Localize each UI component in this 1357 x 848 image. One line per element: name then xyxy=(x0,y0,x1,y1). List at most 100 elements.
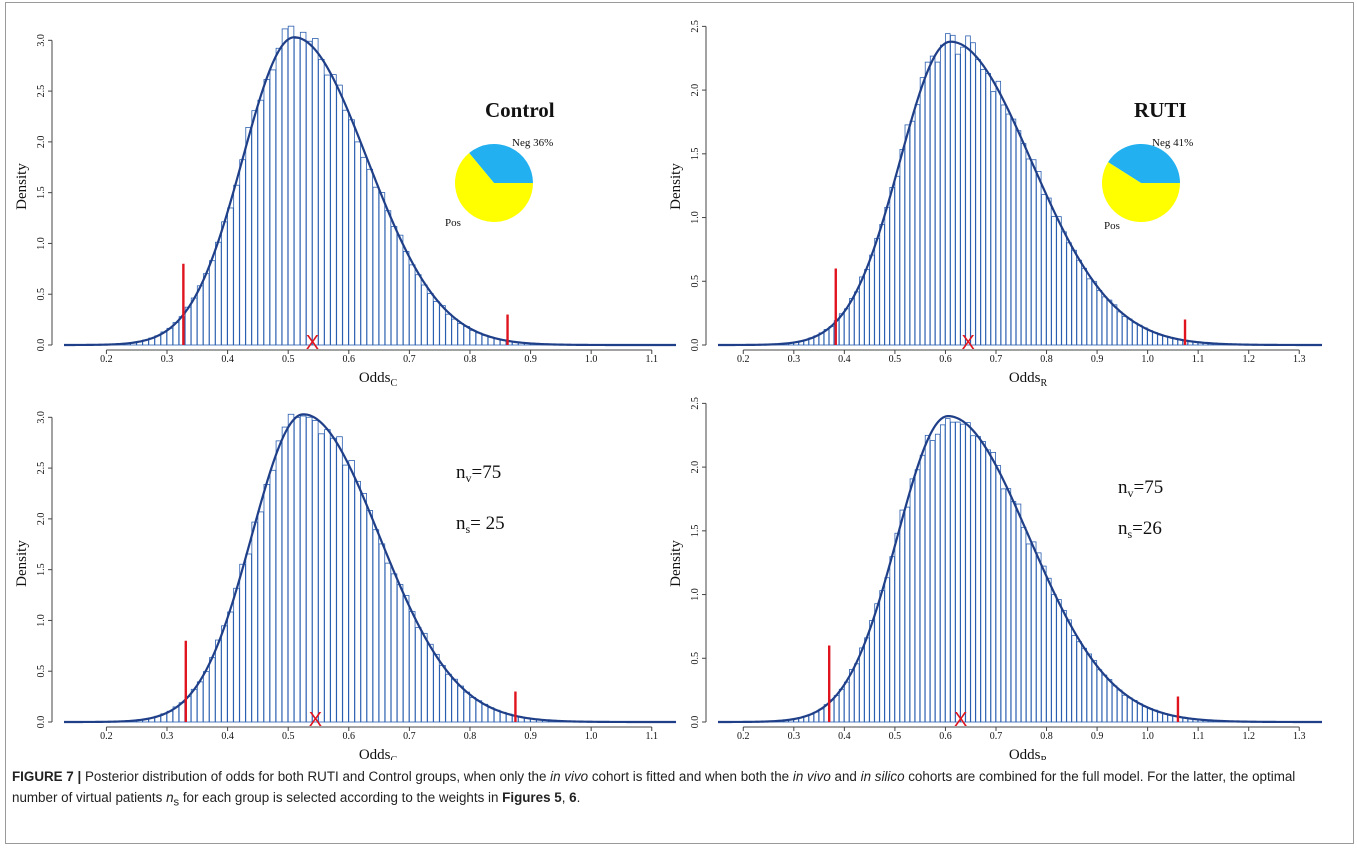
x-tick-label: 0.8 xyxy=(464,731,477,742)
histogram-bar xyxy=(245,126,252,346)
y-axis-label: Density xyxy=(14,163,30,210)
histogram-bar xyxy=(894,532,900,723)
x-axis-label: OddsC xyxy=(359,747,398,760)
histogram-bar xyxy=(1116,311,1123,346)
histogram-bar xyxy=(275,440,283,723)
histogram-bar xyxy=(336,84,343,346)
y-tick-label: 2.0 xyxy=(36,513,47,526)
caption-italic-1: in vivo xyxy=(550,769,589,784)
histogram-bar xyxy=(864,637,870,723)
histogram-bar xyxy=(202,273,210,346)
histogram-bar xyxy=(251,521,258,723)
histogram-bar xyxy=(1005,113,1012,346)
x-tick-label: 0.9 xyxy=(1091,731,1104,742)
x-tick-label: 0.6 xyxy=(939,354,952,365)
histogram-bar xyxy=(354,141,361,346)
histogram-bar xyxy=(1000,488,1007,723)
histogram-bar xyxy=(402,251,410,346)
histogram-bar xyxy=(215,241,222,346)
histogram-bar xyxy=(1041,194,1047,346)
x-tick-label: 0.7 xyxy=(990,731,1003,742)
histogram-bar xyxy=(828,326,835,346)
x-tick-label: 0.3 xyxy=(788,354,801,365)
histogram-bar xyxy=(433,301,440,346)
histogram-bar xyxy=(1020,526,1027,723)
y-tick-label: 0.0 xyxy=(690,716,701,729)
histogram-bar xyxy=(1061,610,1067,723)
caption-italic-3: in silico xyxy=(860,769,905,784)
histogram-bar xyxy=(269,69,277,346)
pie-slice-neg xyxy=(1108,143,1180,183)
histogram-bar xyxy=(1020,143,1027,346)
caption-italic-2: in vivo xyxy=(792,769,831,784)
y-tick-label: 2.0 xyxy=(690,84,701,97)
y-tick-label: 3.0 xyxy=(36,34,47,47)
histogram-bar xyxy=(1056,216,1062,346)
histogram-bar xyxy=(849,298,855,346)
histogram-bar xyxy=(1106,299,1113,346)
histogram-bar xyxy=(1137,324,1143,346)
y-tick-label: 0.0 xyxy=(36,339,47,352)
histogram-bar xyxy=(281,28,289,346)
histogram-bar xyxy=(305,40,313,346)
histogram-bar xyxy=(924,61,931,346)
x-tick-label: 0.6 xyxy=(939,731,952,742)
histogram-bar xyxy=(1056,599,1062,723)
histogram-bar xyxy=(239,159,246,346)
histogram-bar xyxy=(1137,703,1143,723)
histogram-bar xyxy=(924,434,931,723)
x-tick-label: 0.7 xyxy=(990,354,1003,365)
histogram-bar xyxy=(1041,565,1047,723)
x-tick-label: 1.1 xyxy=(646,731,659,742)
histogram-bar xyxy=(945,33,951,346)
histogram-bar xyxy=(415,274,422,346)
histogram-bar xyxy=(869,254,875,346)
histogram-bar xyxy=(1142,706,1148,723)
caption-italic-ns: n xyxy=(166,790,174,805)
histogram-bar xyxy=(305,416,313,723)
histogram-bar xyxy=(384,562,392,723)
x-tick-label: 0.2 xyxy=(737,731,750,742)
y-tick-label: 0.0 xyxy=(690,339,701,352)
histogram-bar xyxy=(869,620,875,723)
histogram-bar xyxy=(402,595,410,723)
histogram-bar xyxy=(190,297,198,346)
x-tick-label: 0.5 xyxy=(282,731,295,742)
histogram-bar xyxy=(390,573,398,723)
sample-size-annotation: ns=26 xyxy=(1118,518,1162,541)
sample-size-annotation: ns= 25 xyxy=(456,513,505,536)
histogram-bar xyxy=(439,665,446,723)
histogram-bar xyxy=(1030,541,1037,723)
histogram-bar xyxy=(980,69,986,346)
histogram-bar xyxy=(874,603,880,723)
pie-slice-pos xyxy=(1102,162,1180,222)
histogram-bar xyxy=(1081,267,1087,346)
x-tick-label: 0.8 xyxy=(1040,354,1053,365)
histogram-bar xyxy=(481,703,489,723)
mean-marker: X xyxy=(962,332,975,354)
histogram-bar xyxy=(995,465,1002,723)
density-curve xyxy=(63,36,676,347)
histogram-bar xyxy=(451,318,458,346)
histogram-bar xyxy=(1076,259,1082,346)
figure-frame xyxy=(5,2,1354,844)
group-label: Control xyxy=(485,98,555,122)
histogram-bar xyxy=(336,436,343,723)
histogram-bar xyxy=(859,276,865,346)
caption-text-2: cohort is fitted and when both the xyxy=(588,769,793,784)
histogram-bar xyxy=(1116,689,1123,723)
histogram-bar xyxy=(312,419,319,723)
density-curve xyxy=(718,415,1322,724)
histogram-bar xyxy=(348,119,355,346)
pie-label-neg: Neg 36% xyxy=(512,137,553,149)
x-tick-label: 1.0 xyxy=(585,354,598,365)
y-tick-label: 1.5 xyxy=(36,563,47,576)
histogram-bar xyxy=(209,260,216,346)
x-tick-label: 0.5 xyxy=(282,354,295,365)
x-axis-label: OddsR xyxy=(1009,370,1048,389)
histogram-bar xyxy=(221,625,228,723)
histogram-bar xyxy=(904,124,911,346)
histogram-bar xyxy=(427,643,434,723)
caption-text-4: cohorts are combined for the full model.… xyxy=(12,769,1296,805)
histogram-bar xyxy=(293,37,301,346)
